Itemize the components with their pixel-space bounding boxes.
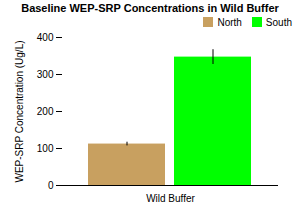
html-text:South: South — [265, 17, 292, 28]
svg-text:WEP-SRP Concentration (Ug/L): WEP-SRP Concentration (Ug/L) — [14, 40, 25, 182]
svg-text:0: 0 — [48, 180, 54, 191]
svg-text:100: 100 — [37, 143, 54, 154]
html-text:Baseline WEP-SRP Concentration: Baseline WEP-SRP Concentrations in Wild … — [21, 2, 279, 14]
svg-text:400: 400 — [37, 32, 54, 43]
html-text:North: North — [217, 17, 242, 28]
svg-text:300: 300 — [37, 69, 54, 80]
svg-text:Wild Buffer: Wild Buffer — [146, 193, 195, 204]
svg-text:200: 200 — [37, 106, 54, 117]
